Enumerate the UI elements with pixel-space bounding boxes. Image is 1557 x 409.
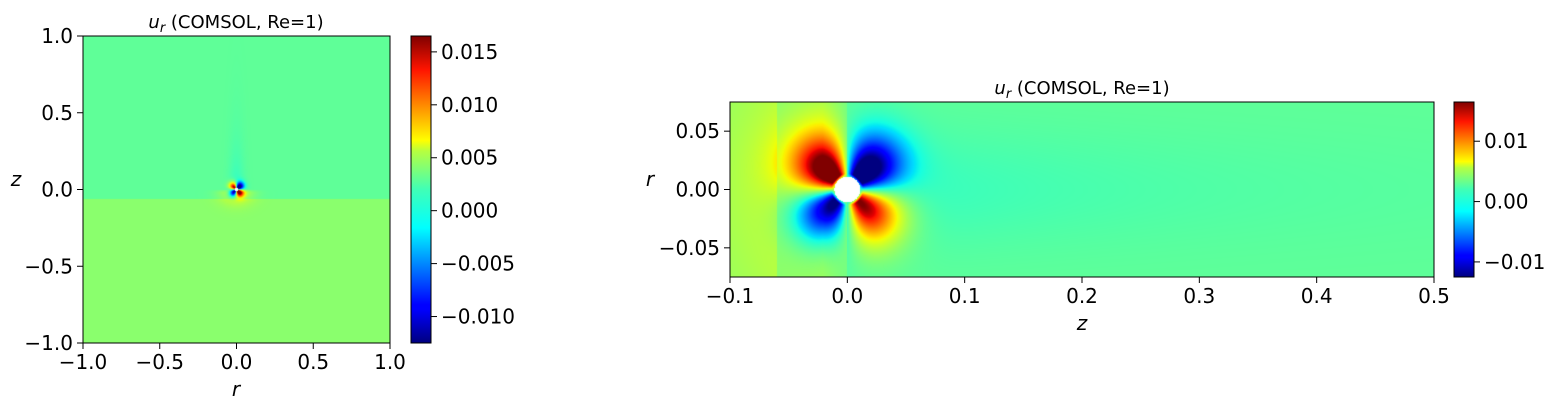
left-panel: ur (COMSOL, Re=1) −1.0 −0.5 0.0 0.5 1.0 −1.0… [10, 12, 515, 401]
x-tick-label: −0.5 [135, 350, 184, 374]
x-tick-label: 0.0 [831, 284, 863, 308]
colorbar-tick-label: 0.005 [441, 146, 498, 170]
heatmap-image [730, 102, 1434, 277]
colorbar-tick-label: 0.015 [441, 40, 498, 64]
y-tick-label: 0.05 [675, 119, 720, 143]
right-colorbar [1454, 102, 1474, 277]
y-tick-label: −0.5 [24, 254, 73, 278]
colorbar-tick-label: 0.00 [1484, 190, 1529, 214]
x-tick-label: −0.1 [706, 284, 755, 308]
heatmap-image [83, 36, 390, 343]
right-y-axis-label: r [646, 167, 656, 191]
y-tick-label: 0.00 [675, 178, 720, 202]
colorbar-tick-label: −0.010 [441, 305, 515, 329]
x-tick-label: −1.0 [59, 350, 108, 374]
right-title: ur (COMSOL, Re=1) [994, 78, 1169, 102]
y-tick-label: 1.0 [41, 24, 73, 48]
x-tick-label: 0.0 [221, 350, 253, 374]
left-y-axis-label: z [10, 167, 22, 191]
left-title: ur (COMSOL, Re=1) [148, 12, 323, 36]
x-tick-label: 0.5 [297, 350, 329, 374]
right-heatmap [729, 101, 1435, 278]
y-tick-label: −0.05 [659, 236, 720, 260]
x-tick-label: 0.3 [1183, 284, 1215, 308]
left-heatmap [82, 35, 391, 344]
x-tick-label: 0.1 [949, 284, 981, 308]
x-tick-label: 0.2 [1066, 284, 1098, 308]
right-x-axis-label: z [1076, 311, 1088, 335]
right-panel: ur (COMSOL, Re=1) −0.1 0.0 0.1 0.2 0.3 0.4 0.5… [646, 78, 1545, 335]
colorbar-tick-label: −0.01 [1484, 250, 1545, 274]
x-tick-label: 0.4 [1301, 284, 1333, 308]
y-tick-label: 0.0 [41, 178, 73, 202]
colorbar-tick-label: 0.01 [1484, 129, 1529, 153]
x-tick-label: 1.0 [374, 350, 406, 374]
y-tick-label: 0.5 [41, 101, 73, 125]
right-colorbar-frame [1453, 101, 1475, 278]
colorbar-tick-label: −0.005 [441, 252, 515, 276]
colorbar-tick-label: 0.010 [441, 93, 498, 117]
colorbar-tick-label: 0.000 [441, 199, 498, 223]
left-colorbar [411, 36, 431, 343]
left-x-axis-label: r [232, 377, 242, 401]
left-colorbar-frame [410, 35, 432, 344]
y-tick-label: −1.0 [24, 331, 73, 355]
x-tick-label: 0.5 [1418, 284, 1450, 308]
